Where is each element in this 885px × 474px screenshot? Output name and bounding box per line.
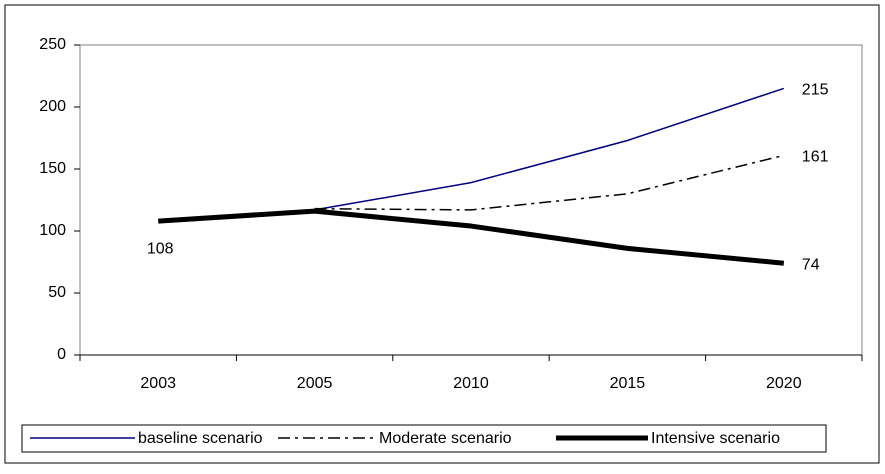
series-line — [314, 154, 784, 211]
x-tick-label: 2003 — [140, 375, 176, 392]
data-label: 108 — [147, 240, 174, 257]
y-tick-label: 50 — [48, 284, 66, 301]
x-tick-label: 2020 — [766, 375, 802, 392]
data-label: 74 — [802, 256, 820, 273]
y-tick-label: 0 — [57, 346, 66, 363]
legend-box — [21, 424, 827, 453]
y-tick-label: 200 — [39, 98, 66, 115]
y-tick-label: 100 — [39, 222, 66, 239]
series-line — [158, 208, 785, 266]
chart-frame — [4, 4, 880, 464]
x-tick-label: 2005 — [297, 375, 333, 392]
x-tick-label: 2010 — [453, 375, 489, 392]
y-tick-label: 150 — [39, 160, 66, 177]
x-tick-label: 2015 — [610, 375, 646, 392]
y-tick-label: 250 — [39, 36, 66, 53]
data-label: 161 — [802, 149, 829, 166]
series-line — [314, 87, 785, 211]
legend-label: Intensive scenario — [651, 430, 780, 447]
data-label: 215 — [802, 82, 829, 99]
legend-label: baseline scenario — [138, 430, 263, 447]
legend-label: Moderate scenario — [379, 430, 512, 447]
